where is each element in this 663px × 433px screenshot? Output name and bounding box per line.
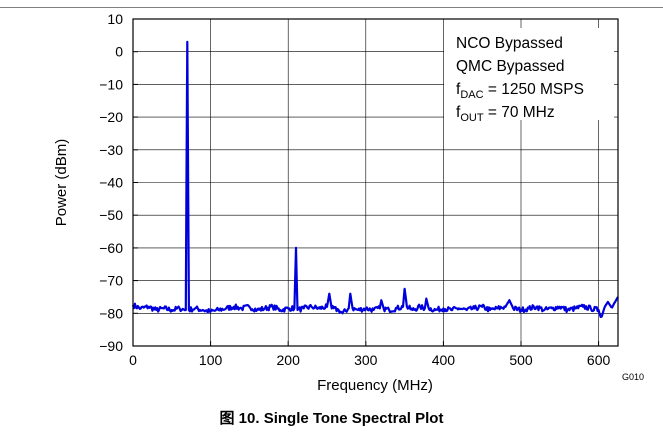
annotation-fout-value: = 70 MHz bbox=[484, 104, 555, 121]
x-tick-label: 100 bbox=[199, 352, 223, 368]
series bbox=[131, 40, 619, 318]
y-tick-label: −40 bbox=[99, 175, 123, 191]
y-tick-label: −10 bbox=[99, 76, 123, 92]
annotation-fdac-value: = 1250 MSPS bbox=[484, 81, 584, 98]
y-tick-label: −60 bbox=[99, 240, 123, 256]
y-tick-label: −30 bbox=[99, 142, 123, 158]
y-tick-label: 0 bbox=[115, 44, 123, 60]
annotation-fout-sub: OUT bbox=[460, 112, 484, 124]
y-axis-label: Power (dBm) bbox=[53, 139, 70, 227]
figure-code: G010 bbox=[622, 372, 644, 382]
x-axis-label: Frequency (MHz) bbox=[317, 377, 433, 394]
x-tick-label: 300 bbox=[354, 352, 378, 368]
annotation-fdac: fDAC = 1250 MSPS bbox=[456, 81, 584, 101]
x-tick-label: 600 bbox=[587, 352, 611, 368]
spectrum-trace bbox=[131, 40, 619, 318]
y-tick-label: −90 bbox=[99, 338, 123, 354]
plot-frame bbox=[132, 18, 619, 347]
y-tick-label: −70 bbox=[99, 273, 123, 289]
annotation-nco: NCO Bypassed bbox=[456, 35, 563, 52]
y-tick-label: −20 bbox=[99, 109, 123, 125]
x-tick-label: 400 bbox=[432, 352, 456, 368]
y-tick-label: −50 bbox=[99, 207, 123, 223]
annotation-box: NCO Bypassed QMC Bypassed fDAC = 1250 MS… bbox=[444, 28, 614, 124]
annotation-fout: fOUT = 70 MHz bbox=[456, 104, 555, 124]
annotation-fdac-f: f bbox=[456, 81, 461, 98]
x-tick-label: 200 bbox=[277, 352, 301, 368]
y-tick-label: 10 bbox=[107, 11, 123, 27]
x-tick-label: 500 bbox=[509, 352, 533, 368]
x-tick-label: 0 bbox=[129, 352, 137, 368]
figure-caption: 图 10. Single Tone Spectral Plot bbox=[219, 410, 444, 427]
annotation-fout-f: f bbox=[456, 104, 461, 121]
annotation-fdac-sub: DAC bbox=[460, 89, 483, 101]
grid bbox=[132, 18, 618, 347]
annotation-background bbox=[444, 28, 614, 120]
tick-labels: 0 100 200 300 400 500 600100−10−20−30−40−50−60… bbox=[99, 11, 610, 368]
top-rule bbox=[0, 7, 663, 8]
annotation-qmc: QMC Bypassed bbox=[456, 58, 565, 75]
y-tick-label: −80 bbox=[99, 305, 123, 321]
